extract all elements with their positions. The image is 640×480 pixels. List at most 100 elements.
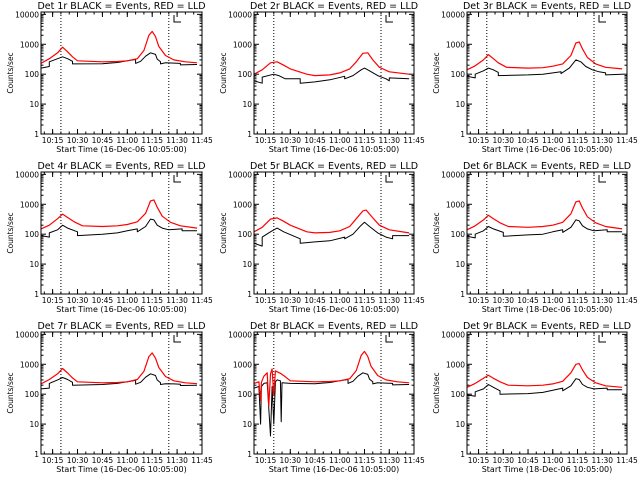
y-tick-label: 1 [247, 290, 252, 299]
x-tick-label: 11:45 [403, 296, 425, 305]
y-tick-label: 1000 [233, 200, 252, 209]
y-tick-label: 100 [451, 70, 466, 79]
x-tick-label: 10:30 [67, 456, 89, 465]
y-tick-label: 10000 [15, 170, 39, 179]
legend-marker [385, 15, 393, 23]
x-tick-label: 11:45 [403, 456, 425, 465]
y-tick-label: 10000 [15, 330, 39, 339]
y-axis-label: Counts/sec [6, 212, 15, 253]
y-tick-label: 10 [242, 100, 252, 109]
panel-title: Det 3r BLACK = Events, RED = LLD [463, 1, 631, 12]
legend-marker [173, 335, 181, 343]
y-tick-label: 10 [29, 420, 39, 429]
y-tick-label: 1000 [233, 360, 252, 369]
x-tick-label: 11:00 [542, 296, 564, 305]
x-tick-label: 11:00 [329, 136, 351, 145]
x-tick-label: 11:45 [191, 136, 213, 145]
panel-det-1: Det 1r BLACK = Events, RED = LLD 1 10 100 10… [6, 1, 213, 154]
x-axis-label: Start Time (16-Dec-06 10:05:00) [482, 145, 613, 154]
x-tick-label: 11:00 [542, 136, 564, 145]
x-tick-label: 11:00 [329, 296, 351, 305]
x-axis-label: Start Time (16-Dec-06 10:05:00) [56, 465, 187, 474]
x-tick-label: 11:15 [354, 136, 376, 145]
legend-marker [173, 175, 181, 183]
y-tick-label: 100 [238, 70, 253, 79]
y-axis-label: Counts/sec [432, 212, 441, 253]
x-tick-label: 10:45 [92, 136, 114, 145]
y-tick-label: 1 [34, 130, 39, 139]
x-tick-label: 10:45 [92, 296, 114, 305]
plot-frame [253, 11, 415, 135]
y-tick-label: 10 [242, 260, 252, 269]
plot-frame [40, 171, 203, 295]
x-axis-label: Start Time (16-Dec-06 10:05:00) [269, 305, 400, 314]
series-line-lld [40, 30, 198, 64]
y-axis-label: Counts/sec [219, 372, 228, 413]
panel-det-7: Det 7r BLACK = Events, RED = LLD 1 10 100 10… [6, 321, 213, 474]
panel-title: Det 2r BLACK = Events, RED = LLD [250, 1, 418, 12]
y-tick-label: 100 [238, 230, 253, 239]
series-line-events [40, 52, 198, 69]
y-axis-label: Counts/sec [432, 52, 441, 93]
x-axis-label: Start Time (18-Dec-06 10:05:00) [482, 465, 613, 474]
x-tick-label: 10:15 [255, 136, 277, 145]
panel-det-4: Det 4r BLACK = Events, RED = LLD 1 10 100 10… [6, 161, 213, 314]
y-axis-label: Counts/sec [6, 52, 15, 93]
x-tick-label: 10:15 [255, 456, 277, 465]
series-line-events [466, 219, 623, 239]
legend-marker [598, 15, 606, 23]
y-tick-label: 10 [29, 260, 39, 269]
y-tick-label: 1 [34, 450, 39, 459]
series-line-events [253, 67, 410, 84]
x-axis-label: Start Time (18-Dec-06 10:05:00) [482, 305, 613, 314]
panel-title: Det 1r BLACK = Events, RED = LLD [37, 1, 205, 12]
x-tick-label: 11:30 [378, 136, 400, 145]
y-tick-label: 10 [455, 260, 465, 269]
series-line-lld [253, 52, 410, 77]
x-tick-label: 10:30 [492, 456, 514, 465]
x-tick-label: 10:30 [279, 136, 301, 145]
panel-det-6: Det 6r BLACK = Events, RED = LLD 1 10 100 10… [432, 161, 638, 314]
x-tick-label: 10:30 [67, 296, 89, 305]
x-tick-label: 10:15 [255, 296, 277, 305]
x-tick-label: 10:15 [468, 456, 490, 465]
series-line-lld [40, 352, 198, 385]
x-tick-label: 10:15 [42, 136, 64, 145]
legend-marker [385, 175, 393, 183]
y-tick-label: 1000 [20, 200, 39, 209]
x-tick-label: 11:30 [166, 296, 188, 305]
series-line-lld [40, 199, 198, 230]
x-tick-label: 11:00 [116, 136, 138, 145]
x-tick-label: 11:45 [616, 296, 638, 305]
panel-title: Det 8r BLACK = Events, RED = LLD [250, 321, 418, 332]
legend-marker [598, 335, 606, 343]
x-tick-label: 11:15 [141, 136, 163, 145]
legend-marker [385, 335, 393, 343]
plot-frame [466, 11, 628, 135]
x-tick-label: 10:45 [517, 456, 539, 465]
series-line-events [40, 218, 197, 238]
x-tick-label: 11:45 [403, 136, 425, 145]
panel-title: Det 7r BLACK = Events, RED = LLD [37, 321, 205, 332]
plot-frame [253, 331, 415, 455]
y-tick-label: 1000 [20, 40, 39, 49]
x-tick-label: 11:00 [329, 456, 351, 465]
x-tick-label: 10:15 [468, 136, 490, 145]
series-line-events [40, 373, 198, 390]
series-line-events [466, 378, 623, 397]
plot-frame [466, 171, 628, 295]
y-tick-label: 10000 [15, 10, 39, 19]
x-tick-label: 11:30 [378, 456, 400, 465]
y-tick-label: 1 [247, 130, 252, 139]
panel-title: Det 9r BLACK = Events, RED = LLD [463, 321, 631, 332]
x-axis-label: Start Time (16-Dec-06 10:05:00) [269, 145, 400, 154]
x-tick-label: 10:45 [517, 136, 539, 145]
y-tick-label: 10000 [228, 170, 252, 179]
series-line-events [253, 372, 410, 437]
series-line-lld [466, 200, 623, 231]
panel-title: Det 5r BLACK = Events, RED = LLD [250, 161, 418, 172]
y-tick-label: 10 [29, 100, 39, 109]
x-tick-label: 10:15 [468, 296, 490, 305]
x-tick-label: 10:45 [517, 296, 539, 305]
